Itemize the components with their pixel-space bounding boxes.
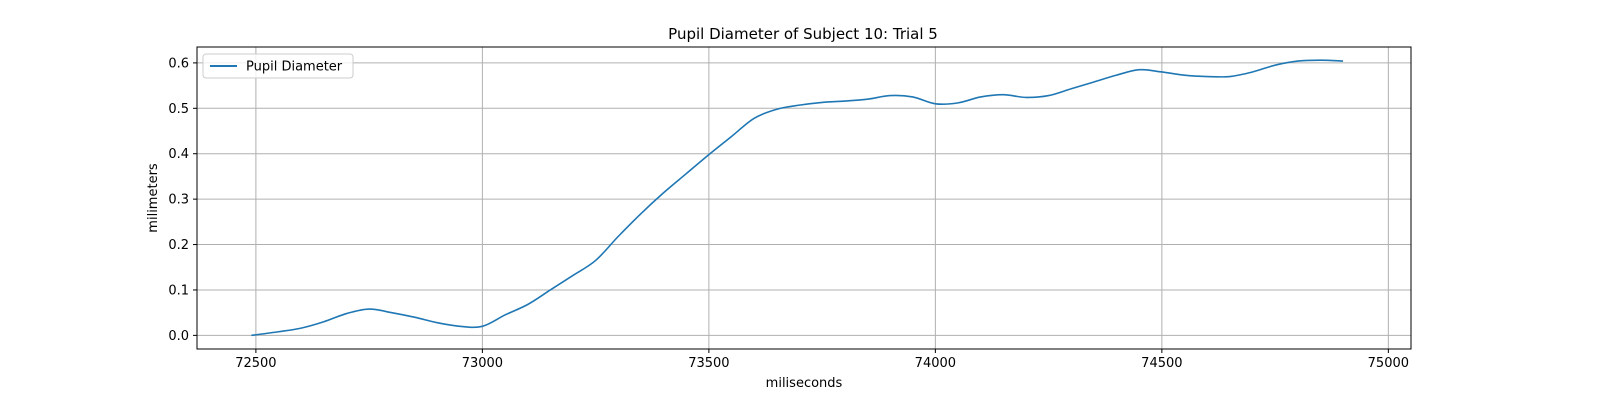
y-axis-label: milimeters xyxy=(146,163,161,233)
x-tick-label: 72500 xyxy=(235,356,276,371)
y-tick-label: 0.2 xyxy=(168,238,189,253)
y-tick-label: 0.3 xyxy=(168,193,189,208)
y-tick-label: 0.5 xyxy=(168,102,189,117)
chart-title: Pupil Diameter of Subject 10: Trial 5 xyxy=(668,25,938,43)
y-tick-label: 0.1 xyxy=(168,283,189,298)
y-axis: 0.0 0.1 0.2 0.3 0.4 0.5 0.6 xyxy=(168,56,197,344)
x-tick-label: 74000 xyxy=(915,356,956,371)
x-tick-label: 75000 xyxy=(1368,356,1409,371)
plot-area xyxy=(196,46,1412,350)
y-tick-label: 0.6 xyxy=(168,56,189,71)
x-tick-label: 73500 xyxy=(688,356,729,371)
y-tick-label: 0.0 xyxy=(168,329,189,344)
legend: Pupil Diameter xyxy=(202,53,354,79)
grid-lines xyxy=(197,47,1411,349)
x-tick-label: 74500 xyxy=(1141,356,1182,371)
legend-label: Pupil Diameter xyxy=(246,60,343,75)
series-layer xyxy=(251,59,1344,337)
x-tick-label: 73000 xyxy=(462,356,503,371)
x-axis: 72500 73000 73500 74000 74500 75000 xyxy=(235,349,1409,371)
legend-box xyxy=(202,53,354,79)
series-line-0 xyxy=(251,59,1344,337)
x-axis-label: miliseconds xyxy=(766,376,843,391)
y-tick-label: 0.4 xyxy=(168,147,189,162)
